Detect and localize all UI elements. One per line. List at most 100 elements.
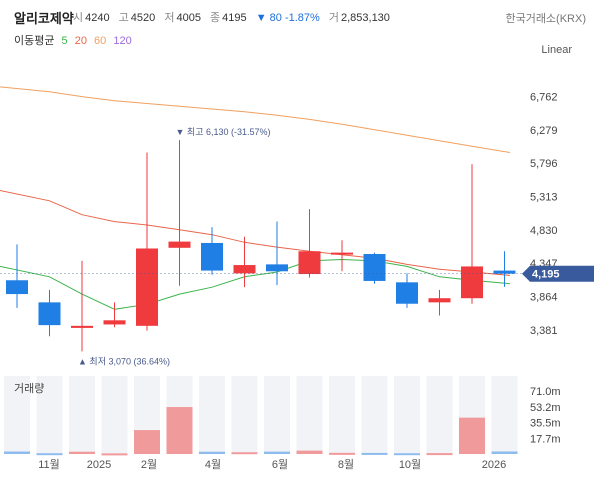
volume-value: 2,853,130 [340, 12, 390, 24]
current-price-label: 4,195 [532, 269, 560, 281]
chart-header: 알리코제약 시 4240 고 4520 저 4005 종 4195 ▼ 80 -1.87… [0, 0, 600, 30]
price-tick-label: 5,313 [530, 191, 558, 203]
ma-20-line [0, 190, 511, 276]
ma-5-label[interactable]: 5 [61, 35, 68, 47]
ma-120-label[interactable]: 120 [113, 35, 132, 47]
volume-bar [166, 407, 193, 454]
volume-bar [361, 452, 388, 455]
candle-body [428, 298, 451, 303]
low-annotation: ▲ 최저 3,070 (36.64%) [78, 356, 170, 366]
volume-column-bg [394, 376, 420, 454]
x-tick-label: 8월 [338, 458, 354, 471]
candle-body [168, 241, 191, 248]
volume-column-bg [264, 376, 290, 454]
price-tick-label: 3,864 [530, 292, 558, 304]
volume-bar [199, 451, 225, 454]
volume-column-bg [36, 376, 63, 454]
current-price-tag [522, 265, 594, 282]
volume-column-bg [69, 376, 95, 454]
volume-bar [4, 451, 30, 454]
volume-bar [134, 430, 160, 454]
candle-body [266, 264, 288, 272]
volume-bar [394, 453, 420, 456]
volume-bar [491, 451, 518, 454]
volume-tick-label: 71.0m [530, 386, 561, 398]
close-label: 종 [210, 12, 221, 24]
volume-background [4, 376, 518, 454]
x-tick-label: 2025 [87, 459, 111, 471]
volume-bar [69, 451, 95, 454]
volume-column-bg [101, 376, 128, 454]
high-value: 4520 [130, 12, 156, 24]
price-tick-label: 5,796 [530, 158, 558, 170]
volume-column-bg [199, 376, 225, 454]
exchange-name: 한국거래소(KRX) [505, 13, 586, 25]
price-tick-label: 6,279 [530, 125, 558, 137]
price-tick-label: 3,381 [530, 325, 558, 337]
ma-legend-title: 이동평균 [14, 35, 55, 47]
candle-body [6, 280, 28, 295]
high-label: 고 [118, 12, 129, 24]
volume-bar [329, 452, 355, 455]
volume-bar [426, 453, 453, 456]
price-tick-label: 4,830 [530, 225, 558, 237]
candle-body [103, 320, 126, 325]
candle-body [233, 265, 256, 274]
ma-20-label[interactable]: 20 [74, 35, 87, 47]
volume-bar [231, 452, 258, 455]
ma-60-label[interactable]: 60 [94, 35, 107, 47]
change-percent: -1.87% [284, 12, 320, 24]
moving-average-legend[interactable]: 이동평균 5 20 60 120 [14, 32, 136, 48]
low-label: 저 [164, 12, 175, 24]
volume-bar [264, 451, 290, 454]
change-value: ▼ 80 [255, 12, 282, 24]
x-tick-label: 10월 [399, 458, 421, 471]
candle-body [136, 248, 158, 326]
candle-body [298, 251, 321, 275]
volume-column-bg [491, 376, 518, 454]
axes: 6,7626,2795,7965,3134,8304,3473,8643,381… [0, 91, 594, 471]
volume-tick-label: 35.5m [530, 418, 561, 430]
candles [6, 140, 516, 352]
x-tick-label: 4월 [205, 458, 221, 471]
high-annotation: ▼ 최고 6,130 (-31.57%) [176, 127, 271, 137]
candle-body [38, 302, 61, 326]
volume-bar [459, 417, 485, 454]
volume-column-bg [361, 376, 388, 454]
volume-column-bg [329, 376, 355, 454]
moving-average-lines [0, 86, 511, 310]
volume-column-bg [296, 376, 323, 454]
scale-mode-button[interactable]: Linear [541, 44, 572, 56]
candle-body [493, 270, 516, 274]
candle-body [363, 254, 386, 281]
volume-tick-label: 53.2m [530, 402, 561, 414]
annotations: ▼ 최고 6,130 (-31.57%) ▲ 최저 3,070 (36.64%) [78, 127, 271, 366]
x-tick-label: 2월 [141, 458, 157, 471]
ma-5-line [0, 258, 511, 310]
open-label: 시 [73, 12, 84, 24]
candle-body [201, 242, 223, 271]
volume-bar [296, 450, 323, 454]
volume-panel-title: 거래량 [14, 383, 45, 395]
close-value: 4195 [222, 12, 247, 24]
volume-column-bg [426, 376, 453, 454]
ma-60-line [0, 86, 511, 153]
volume-label: 거 [328, 12, 339, 24]
volume-bar [101, 453, 128, 456]
x-tick-label: 2026 [482, 459, 506, 471]
volume-bars [4, 407, 518, 456]
x-tick-label: 6월 [272, 458, 288, 471]
volume-tick-label: 17.7m [530, 433, 561, 445]
candle-body [396, 282, 418, 304]
low-value: 4005 [176, 12, 201, 24]
volume-column-bg [4, 376, 30, 454]
price-tick-label: 6,762 [530, 91, 558, 103]
x-tick-label: 11월 [38, 458, 60, 471]
volume-bar [36, 453, 63, 456]
volume-column-bg [231, 376, 258, 454]
ohlc-quote: 시 4240 고 4520 저 4005 종 4195 ▼ 80 -1.87% 거 2,8… [73, 9, 396, 25]
candle-body [331, 252, 353, 255]
stock-name: 알리코제약 [14, 11, 74, 26]
open-value: 4240 [85, 12, 110, 24]
